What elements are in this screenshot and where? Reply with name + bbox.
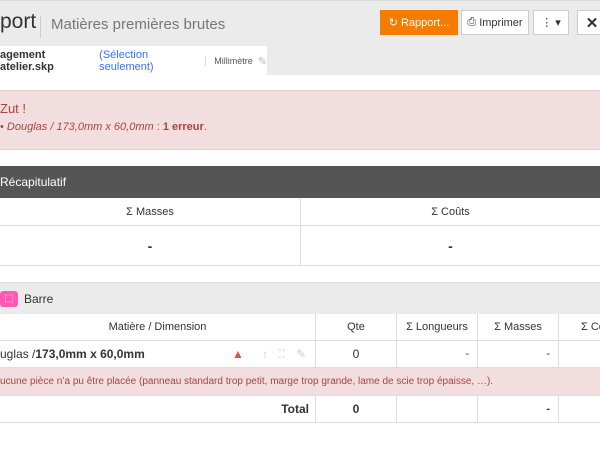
vertical-dots-icon: ⋮ ▾ [541, 17, 561, 29]
col-masses: Σ Masses [478, 314, 559, 341]
close-icon: ✕ [585, 14, 599, 32]
warning-icon: ▲ [232, 347, 244, 361]
col-lengths: Σ Longueurs [397, 314, 478, 341]
summary-col-masses: Σ Masses [0, 198, 301, 226]
more-menu-button[interactable]: ⋮ ▾ [533, 10, 569, 35]
page-subtitle: Matières premières brutes [40, 16, 225, 38]
total-qte: 0 [316, 396, 397, 423]
table-row[interactable]: uglas / 173,0mm x 60,0mm ▲ ↑ ⁚⁚ ✎ [0, 341, 316, 368]
unit-label[interactable]: Millimètre [205, 56, 253, 66]
total-masses: - [478, 396, 559, 423]
refresh-icon: ↻ [388, 17, 398, 29]
tab-file[interactable]: agement atelier.skp (Sélection seulement… [0, 46, 267, 76]
col-material: Matière / Dimension [0, 314, 316, 341]
pencil-icon[interactable]: ✎ [296, 347, 307, 361]
close-button[interactable]: ✕ [577, 10, 600, 35]
report-button[interactable]: ↻ Rapport... [380, 10, 458, 35]
error-alert: Zut ! • Douglas / 173,0mm x 60,0mm : 1 e… [0, 90, 600, 150]
file-name: agement atelier.skp [0, 49, 54, 73]
summary-costs-value: - [301, 226, 600, 266]
summary-col-costs: Σ Coûts [301, 198, 600, 226]
row-masses: - [478, 341, 559, 368]
col-qte: Qte [316, 314, 397, 341]
selection-link[interactable]: (Sélection seulement) [99, 49, 154, 73]
error-title: Zut ! [0, 101, 27, 116]
page-title: port [0, 10, 37, 33]
print-button[interactable]: ⎙ Imprimer [461, 10, 529, 35]
total-label: Total [0, 396, 316, 423]
arrow-up-icon[interactable]: ↑ [262, 347, 268, 361]
split-icon[interactable]: ⁚⁚ [278, 347, 286, 361]
total-lengths [397, 396, 478, 423]
group-header: ⬚ Barre [0, 282, 600, 314]
summary-masses-value: - [0, 226, 301, 266]
col-costs: Σ Co [559, 314, 600, 341]
row-costs [559, 341, 600, 368]
row-error: ucune pièce n’a pu être placée (panneau … [0, 368, 600, 396]
print-icon: ⎙ [467, 16, 477, 28]
summary-header: Récapitulatif [0, 166, 600, 198]
box-icon: ⬚ [0, 290, 18, 307]
total-costs [559, 396, 600, 423]
row-lengths: - [397, 341, 478, 368]
row-qte: 0 [316, 341, 397, 368]
pencil-icon[interactable]: ✎ [257, 55, 267, 68]
error-item: Douglas / 173,0mm x 60,0mm [6, 121, 154, 133]
